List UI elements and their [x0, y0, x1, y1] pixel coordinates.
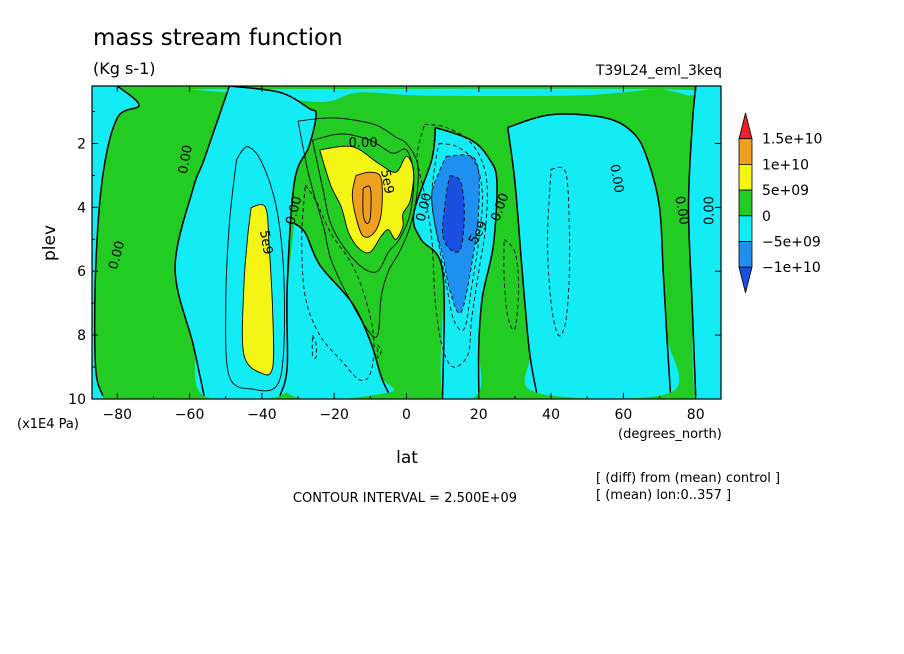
- x-tick-label: −60: [175, 407, 205, 423]
- zero-line-equator-b: [412, 127, 445, 396]
- contour-label-5: 5e9: [377, 168, 396, 195]
- zero-line-subtropics: [293, 222, 390, 393]
- contour-pos-south-5e9: [241, 204, 275, 376]
- contour-pos-upper-outer-b: [312, 133, 415, 273]
- y-axis-ticks: 2 4 6 8 10: [68, 111, 721, 408]
- chart-title: mass stream function: [93, 25, 343, 51]
- x-unit-label: (degrees_north): [618, 427, 722, 442]
- contour-pos-upper-5e9: [319, 145, 415, 254]
- contour-plot-area: 0.000.005e90.000.005e90.005e90.000.000.0…: [92, 86, 721, 399]
- x-axis-ticks: −80 −60 −40 −20 0 20 40 60 80: [103, 86, 705, 423]
- colorbar-segment: [738, 163, 753, 191]
- x-tick-label: 60: [614, 407, 632, 423]
- zero-line-south-a: [93, 86, 140, 397]
- contour-neg-north-outer-a: [416, 123, 488, 368]
- contour-interval-text: CONTOUR INTERVAL = 2.500E+09: [293, 491, 517, 506]
- contour-neg-north-5e9: [431, 154, 480, 314]
- run-label: T39L24_eml_3keq: [595, 63, 722, 79]
- contour-pos-south-outer: [225, 146, 285, 392]
- colorbar-label: 1e+10: [762, 157, 809, 173]
- contour-neg-south-sub-a: [301, 184, 375, 382]
- contour-fills: [92, 86, 721, 399]
- contour-lines: [93, 86, 697, 397]
- y-tick-label: 6: [77, 264, 86, 280]
- contour-label-1: 0.00: [176, 144, 196, 175]
- zero-line-far-north: [687, 86, 697, 396]
- fill-neg-core-peak: [442, 175, 465, 253]
- fill-pos-south-core: [242, 204, 274, 376]
- colorbar-label: 5e+09: [762, 183, 809, 199]
- x-tick-label: 80: [687, 407, 705, 423]
- colorbar-label: −5e+09: [762, 235, 821, 251]
- colorbar-top-arrow: [738, 112, 753, 140]
- x-tick-label: −80: [103, 407, 133, 423]
- fill-neg-far-north: [688, 86, 721, 399]
- zero-line-south-c: [174, 86, 231, 396]
- colorbar-bottom-arrow: [738, 266, 753, 293]
- note-mean-lon: [ (mean) lon:0..357 ]: [596, 488, 731, 503]
- y-unit-label: (x1E4 Pa): [17, 417, 79, 432]
- colorbar-label: 1.5e+10: [762, 132, 822, 148]
- contour-neg-north-1e10: [442, 174, 465, 253]
- fill-neg-south-mid: [175, 86, 317, 399]
- zero-line-south-b: [229, 86, 317, 397]
- x-axis-title: lat: [396, 448, 418, 468]
- x-tick-label: 0: [402, 407, 411, 423]
- contour-pos-upper-peak: [362, 185, 372, 224]
- zero-line-north: [507, 113, 672, 393]
- contour-neg-south-sub-b: [311, 334, 317, 359]
- y-axis-title: plev: [40, 225, 60, 261]
- colorbar: 1.5e+10 1e+10 5e+09 0 −5e+09 −1e+10: [738, 112, 822, 293]
- contour-label-4: 0.00: [349, 136, 378, 151]
- x-tick-label: 20: [470, 407, 488, 423]
- contour-label-9: 0.00: [606, 163, 626, 194]
- contour-label-6: 0.00: [414, 191, 436, 223]
- contour-neg-south-sub-c: [376, 344, 382, 359]
- colorbar-segment: [738, 189, 753, 217]
- fill-neg-top-band: [189, 88, 706, 103]
- contour-neg-north-mid-b: [503, 238, 520, 331]
- note-diff: [ (diff) from (mean) control ]: [596, 471, 780, 486]
- contour-label-3: 0.00: [283, 195, 305, 227]
- x-tick-label: −40: [247, 407, 277, 423]
- y-tick-label: 8: [77, 328, 86, 344]
- x-tick-label: 40: [542, 407, 560, 423]
- contour-label-2: 5e9: [256, 229, 275, 256]
- colorbar-segment: [738, 241, 753, 268]
- y-tick-label: 2: [77, 136, 86, 152]
- contour-pos-upper-1e10: [351, 171, 383, 238]
- colorbar-label: −1e+10: [762, 260, 821, 276]
- y-tick-label: 10: [68, 392, 86, 408]
- colorbar-segment: [738, 215, 753, 242]
- y-tick-label: 4: [77, 200, 86, 216]
- colorbar-segment: [738, 138, 753, 165]
- contour-label-0: 0.00: [106, 239, 128, 271]
- zero-line-equator: [435, 126, 498, 393]
- contour-neg-north-outer-b: [431, 143, 483, 331]
- contour-label-11: 0.00: [703, 196, 718, 225]
- chart-units: (Kg s-1): [93, 59, 156, 78]
- x-tick-label: −20: [319, 407, 349, 423]
- fill-neg-subtropics-south: [279, 223, 395, 399]
- contour-pos-upper-outer-a: [297, 117, 419, 338]
- fill-neg-far-south: [92, 86, 139, 399]
- colorbar-label: 0: [762, 209, 771, 225]
- fill-neg-north-mid: [507, 114, 680, 399]
- fill-pos-upper-core: [352, 172, 383, 238]
- contour-neg-north-mid-a: [547, 166, 571, 337]
- contour-label-10: 0.00: [671, 195, 691, 226]
- zero-line-north-b: [506, 127, 538, 393]
